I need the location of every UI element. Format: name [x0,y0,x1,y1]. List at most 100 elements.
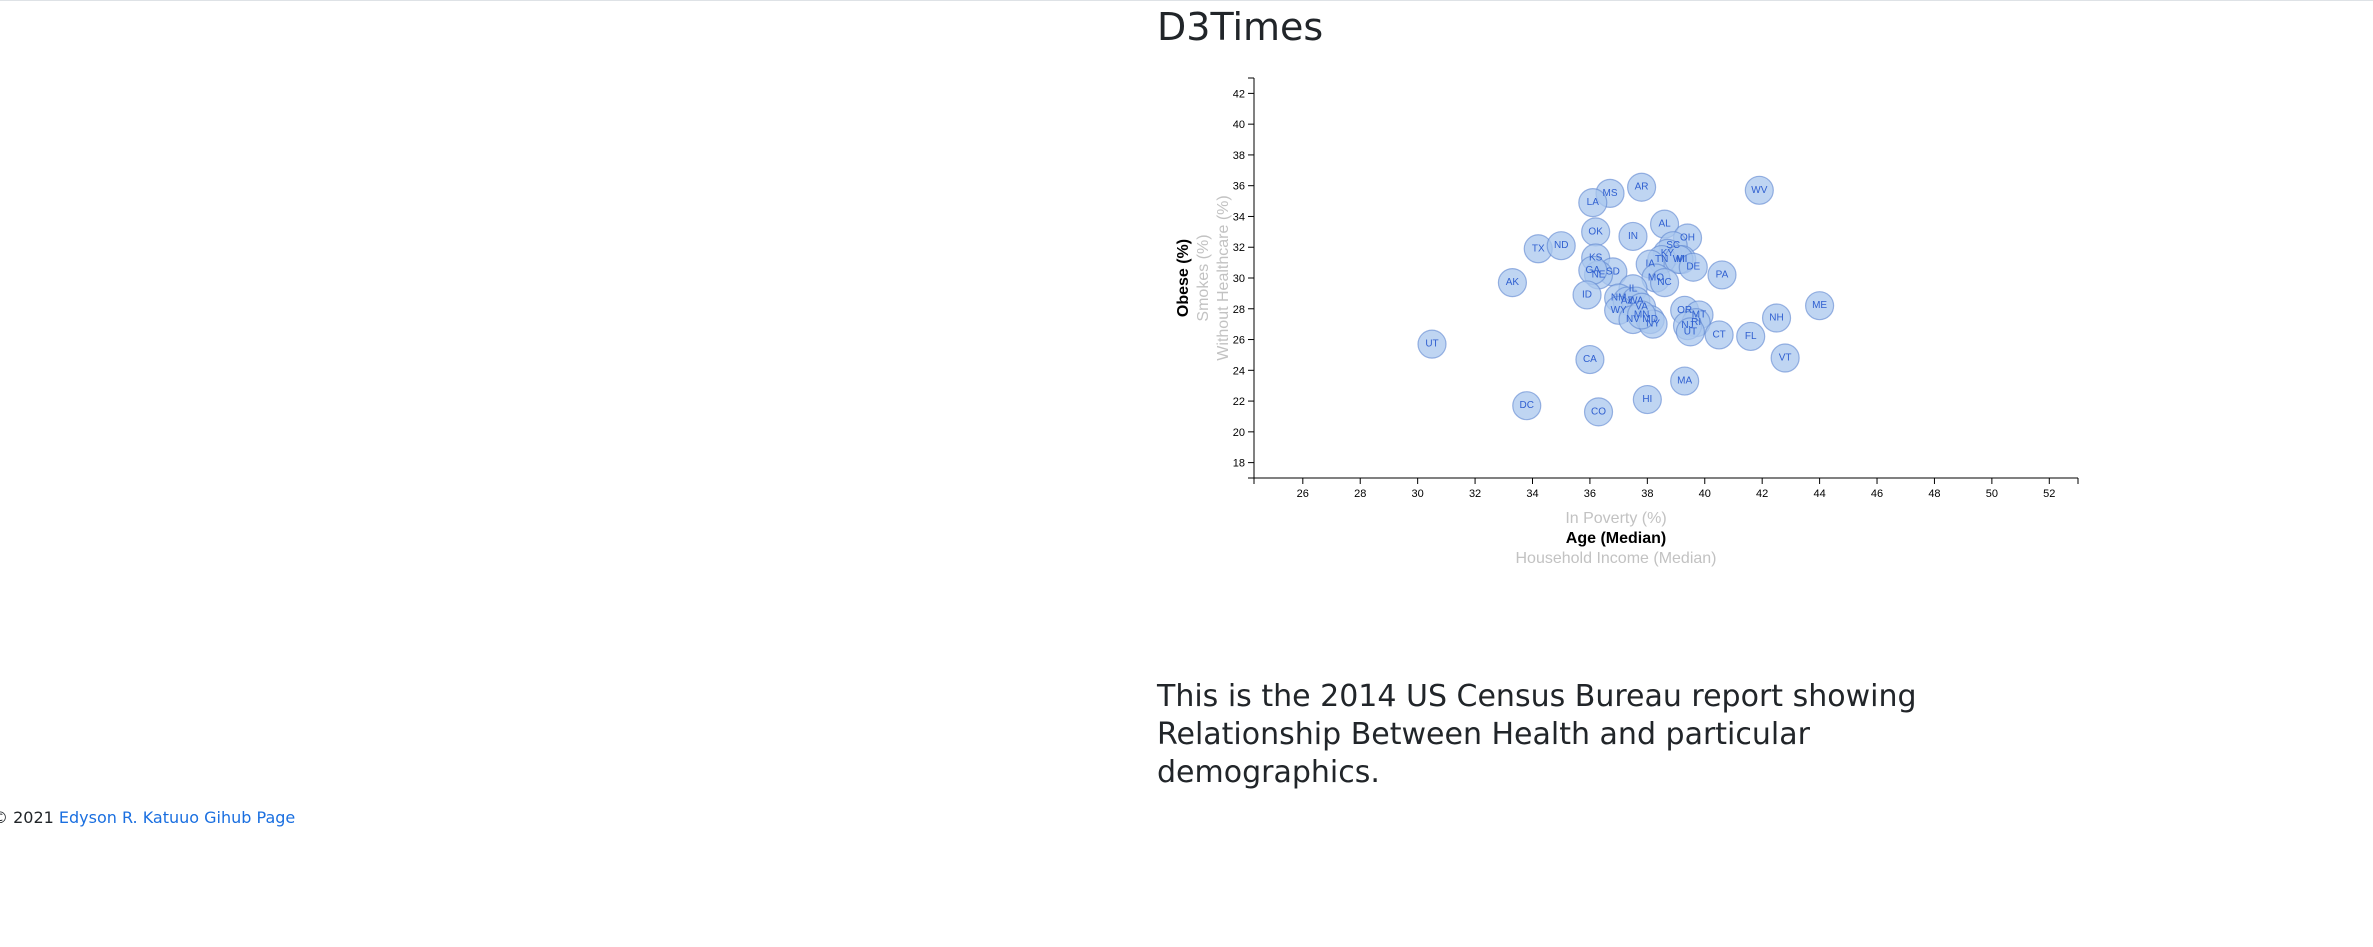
state-label-nh: NH [1769,313,1783,324]
state-circle-ut [1675,317,1706,347]
state-circle-ut [1417,329,1447,359]
state-label-ut: UT [1425,339,1438,350]
state-circle-hi [1632,384,1662,415]
state-label-ia: IA [1645,259,1655,270]
y-tick-label: 32 [1233,242,1245,254]
y-axis-title-0[interactable]: Obese (%) [1175,239,1192,317]
state-label-nj: NJ [1681,320,1693,331]
state-circle-vt [1770,343,1800,373]
state-circle-nd [1546,231,1576,261]
state-label-nd: ND [1554,240,1568,251]
page-title: D3Times [1157,5,1324,49]
state-circle-pa [1707,260,1737,290]
state-label-ks: KS [1589,253,1603,264]
state-label-ct: CT [1712,329,1725,340]
state-label-ut: UT [1684,326,1697,337]
github-page-link[interactable]: Edyson R. Katuuo Gihub Page [58,808,296,827]
state-label-tx: TX [1532,243,1545,254]
state-label-la: LA [1587,197,1600,208]
top-rule [0,0,2373,1]
state-label-oh: OH [1680,233,1695,244]
state-label-ne: NE [1592,269,1606,280]
x-axis-title-0[interactable]: In Poverty (%) [1565,510,1666,527]
x-tick-label: 38 [1641,488,1653,500]
state-label-wi: WI [1673,254,1685,265]
state-label-ak: AK [1506,277,1520,288]
state-circle-nc [1649,268,1680,298]
y-tick-label: 22 [1233,396,1245,408]
x-tick-label: 34 [1526,488,1538,500]
state-label-me: ME [1812,300,1827,311]
state-label-nv: NV [1626,314,1640,325]
state-circle-id [1572,280,1602,310]
state-label-tn: TN [1655,254,1668,265]
x-tick-label: 44 [1813,488,1825,500]
state-label-mn: MN [1634,309,1650,320]
state-circle-la [1578,188,1608,218]
y-tick-label: 38 [1233,150,1245,162]
state-label-ga: GA [1586,265,1601,276]
state-label-wy: WY [1611,305,1627,316]
state-circle-ca [1575,344,1605,375]
state-label-dc: DC [1520,400,1534,411]
state-label-mi: MI [1676,254,1687,265]
state-circle-ma [1670,366,1700,396]
state-circle-ak [1497,268,1527,298]
x-tick-label: 52 [2043,488,2055,500]
state-label-nm: NM [1611,293,1627,304]
x-tick-label: 28 [1354,488,1366,500]
state-label-or: OR [1677,305,1692,316]
x-tick-label: 46 [1871,488,1883,500]
state-label-nc: NC [1657,277,1671,288]
state-label-mo: MO [1648,273,1664,284]
y-tick-label: 36 [1233,181,1245,193]
state-circle-de [1678,252,1708,282]
y-tick-label: 34 [1233,211,1245,223]
state-label-in: IN [1628,231,1638,242]
state-label-ma: MA [1677,376,1692,387]
state-label-ok: OK [1588,226,1603,237]
state-label-hi: HI [1642,394,1652,405]
state-label-co: CO [1591,406,1606,417]
state-label-ny: NY [1646,319,1660,330]
state-label-ri: RI [1691,317,1701,328]
state-label-al: AL [1658,219,1671,230]
y-tick-label: 40 [1233,119,1245,131]
scatter-chart: 26 28 30 32 34 36 38 40 42 44 46 48 50 52 18 20 22 24 26 28… [1175,77,2079,567]
state-label-ms: MS [1603,188,1618,199]
y-tick-label: 24 [1233,365,1245,377]
state-label-md: MD [1642,314,1658,325]
footer: © 2021 Edyson R. Katuuo Gihub Page [0,808,295,827]
x-axis-title-1[interactable]: Age (Median) [1566,530,1666,547]
y-tick-label: 42 [1233,88,1245,100]
state-circle-fl [1736,321,1766,352]
x-tick-label: 32 [1469,488,1481,500]
x-axis-title-2[interactable]: Household Income (Median) [1516,550,1717,567]
state-label-id: ID [1582,289,1592,300]
state-label-pa: PA [1716,269,1729,280]
state-label-de: DE [1686,262,1700,273]
state-label-fl: FL [1745,331,1757,342]
state-label-ar: AR [1635,182,1649,193]
x-tick-label: 40 [1699,488,1711,500]
y-tick-label: 18 [1233,458,1245,470]
y-tick-label: 28 [1233,304,1245,316]
state-label-ca: CA [1583,354,1597,365]
state-circle-wv [1744,175,1774,205]
state-circle-mn [1626,300,1657,330]
state-label-va: VA [1635,302,1648,313]
x-tick-label: 48 [1928,488,1940,500]
y-tick-label: 20 [1233,427,1245,439]
state-label-il: IL [1629,283,1638,294]
x-tick-label: 42 [1756,488,1768,500]
state-circle-in [1618,221,1648,252]
state-label-wv: WV [1751,185,1767,196]
y-axis-title-2[interactable]: Without Healthcare (%) [1215,195,1232,360]
state-label-az: AZ [1621,296,1634,307]
state-label-mt: MT [1692,309,1706,320]
state-label-sd: SD [1606,266,1620,277]
state-label-sc: SC [1666,240,1680,251]
copyright-text: © 2021 [0,808,54,827]
state-circle-ar [1626,172,1657,202]
y-axis-title-1[interactable]: Smokes (%) [1195,234,1212,321]
